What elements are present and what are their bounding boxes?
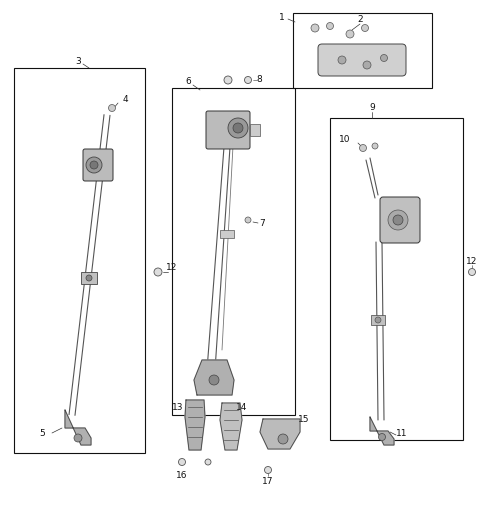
Circle shape (224, 76, 232, 84)
Text: 14: 14 (236, 402, 248, 412)
Circle shape (388, 210, 408, 230)
Polygon shape (185, 400, 205, 450)
Circle shape (179, 459, 185, 465)
Text: 2: 2 (357, 14, 363, 24)
FancyBboxPatch shape (83, 149, 113, 181)
FancyBboxPatch shape (380, 197, 420, 243)
Circle shape (205, 459, 211, 465)
Circle shape (154, 268, 162, 276)
Text: 5: 5 (39, 429, 45, 437)
Circle shape (372, 143, 378, 149)
Circle shape (381, 54, 387, 61)
Circle shape (346, 30, 354, 38)
Circle shape (244, 76, 252, 83)
Text: 6: 6 (185, 77, 191, 87)
Text: 12: 12 (166, 264, 178, 272)
Circle shape (108, 104, 116, 112)
Text: 9: 9 (369, 102, 375, 112)
Circle shape (245, 217, 251, 223)
Text: 7: 7 (259, 220, 265, 228)
Circle shape (338, 56, 346, 64)
Text: 13: 13 (172, 402, 184, 412)
Circle shape (233, 123, 243, 133)
Bar (330, 118, 463, 440)
Circle shape (361, 25, 369, 32)
Bar (81, 272, 97, 284)
Bar (220, 230, 234, 238)
Circle shape (86, 275, 92, 281)
FancyBboxPatch shape (206, 111, 250, 149)
Circle shape (86, 157, 102, 173)
Circle shape (209, 375, 219, 385)
Bar (14, 68, 145, 453)
Bar (293, 13, 432, 88)
Polygon shape (65, 410, 91, 445)
FancyBboxPatch shape (318, 44, 406, 76)
Bar (172, 88, 295, 415)
Text: 10: 10 (339, 136, 351, 144)
Text: 17: 17 (262, 478, 274, 486)
Text: 12: 12 (466, 257, 478, 266)
Circle shape (228, 118, 248, 138)
Bar (371, 315, 385, 325)
Text: 4: 4 (122, 96, 128, 104)
Circle shape (393, 215, 403, 225)
Text: 1: 1 (279, 13, 285, 23)
Polygon shape (370, 417, 394, 445)
Text: 15: 15 (298, 416, 310, 424)
Circle shape (326, 23, 334, 30)
Circle shape (363, 61, 371, 69)
Circle shape (468, 268, 476, 275)
Circle shape (375, 317, 381, 323)
Circle shape (278, 434, 288, 444)
Polygon shape (194, 360, 234, 395)
Bar (250, 124, 260, 136)
Circle shape (311, 24, 319, 32)
Circle shape (360, 144, 367, 152)
Polygon shape (260, 419, 300, 449)
Circle shape (74, 434, 82, 442)
Text: 3: 3 (75, 57, 81, 67)
Text: 8: 8 (256, 75, 262, 83)
Text: 11: 11 (396, 429, 408, 437)
Circle shape (264, 466, 272, 474)
Polygon shape (220, 403, 242, 450)
Text: 16: 16 (176, 471, 188, 480)
Circle shape (379, 434, 385, 440)
Circle shape (90, 161, 98, 169)
